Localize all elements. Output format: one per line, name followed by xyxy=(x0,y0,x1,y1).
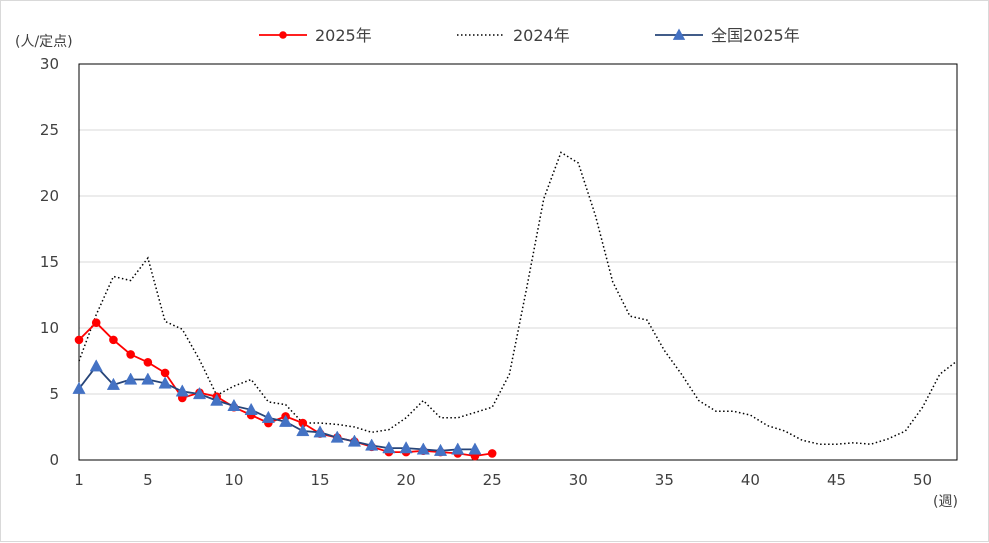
data-point xyxy=(313,425,327,438)
data-point xyxy=(124,372,138,385)
data-point xyxy=(487,449,497,458)
data-point xyxy=(433,443,448,456)
data-point xyxy=(126,350,135,359)
x-tick-label: 1 xyxy=(74,471,84,489)
x-tick-label: 10 xyxy=(224,471,243,489)
y-tick-label: 0 xyxy=(49,451,59,469)
data-point xyxy=(365,438,379,451)
y-tick-label: 5 xyxy=(49,385,59,403)
data-point xyxy=(109,335,118,345)
data-point xyxy=(399,441,413,454)
series-line xyxy=(78,321,493,457)
data-point xyxy=(210,393,224,406)
data-point xyxy=(382,441,396,454)
data-point xyxy=(158,376,172,389)
plot-area xyxy=(78,63,958,461)
data-point xyxy=(296,423,310,437)
series-national-2025 xyxy=(72,359,482,456)
x-tick-label: 20 xyxy=(397,471,416,489)
series-line xyxy=(78,151,958,445)
data-point xyxy=(106,377,121,390)
data-point xyxy=(175,384,189,397)
series-2024 xyxy=(78,151,958,445)
data-point xyxy=(143,358,153,367)
legend-label: 2024年 xyxy=(513,26,570,45)
legend-entry: 全国2025年 xyxy=(655,26,800,45)
x-tick-label: 45 xyxy=(827,471,846,489)
data-point xyxy=(261,410,275,423)
gridlines xyxy=(79,129,957,395)
x-tick-label: 50 xyxy=(913,471,932,489)
data-point xyxy=(141,372,155,385)
data-point xyxy=(244,402,258,415)
x-tick-label: 5 xyxy=(143,471,153,489)
legend-entry: 2025年 xyxy=(259,26,372,45)
data-point xyxy=(160,368,170,378)
data-point xyxy=(278,414,293,427)
x-tick-label: 15 xyxy=(310,471,329,489)
x-axis-ticks: 1 5 10 15 20 25 30 35 40 45 50 xyxy=(74,471,932,489)
y-axis-ticks: 0 5 10 15 20 25 30 xyxy=(40,55,59,469)
y-tick-label: 10 xyxy=(40,319,59,337)
data-point xyxy=(330,430,344,443)
x-tick-label: 30 xyxy=(569,471,588,489)
y-tick-label: 30 xyxy=(40,55,59,73)
y-axis-label: (人/定点) xyxy=(15,34,73,50)
data-point xyxy=(468,442,482,455)
data-point xyxy=(227,398,241,412)
legend-label: 全国2025年 xyxy=(711,26,800,45)
series-layer xyxy=(72,151,958,461)
y-tick-label: 15 xyxy=(40,253,59,271)
legend-label: 2025年 xyxy=(315,26,372,45)
data-point xyxy=(192,386,207,400)
legend-marker xyxy=(279,31,287,39)
series-2025 xyxy=(74,318,497,461)
y-tick-label: 25 xyxy=(40,121,59,139)
x-tick-label: 25 xyxy=(483,471,502,489)
legend-marker xyxy=(672,28,686,40)
x-axis-label: (週) xyxy=(933,494,958,510)
legend-entry: 2024年 xyxy=(457,26,570,45)
x-tick-label: 35 xyxy=(655,471,674,489)
y-tick-label: 20 xyxy=(40,187,59,205)
data-point xyxy=(91,318,101,328)
data-point xyxy=(451,442,465,455)
data-point xyxy=(74,335,84,345)
x-tick-label: 40 xyxy=(741,471,760,489)
data-point xyxy=(416,442,430,455)
data-point xyxy=(347,434,362,447)
legend: 2025年 2024年 全国2025年 xyxy=(259,26,800,45)
data-point xyxy=(72,381,86,394)
series-line xyxy=(78,364,475,452)
data-point xyxy=(89,359,103,372)
